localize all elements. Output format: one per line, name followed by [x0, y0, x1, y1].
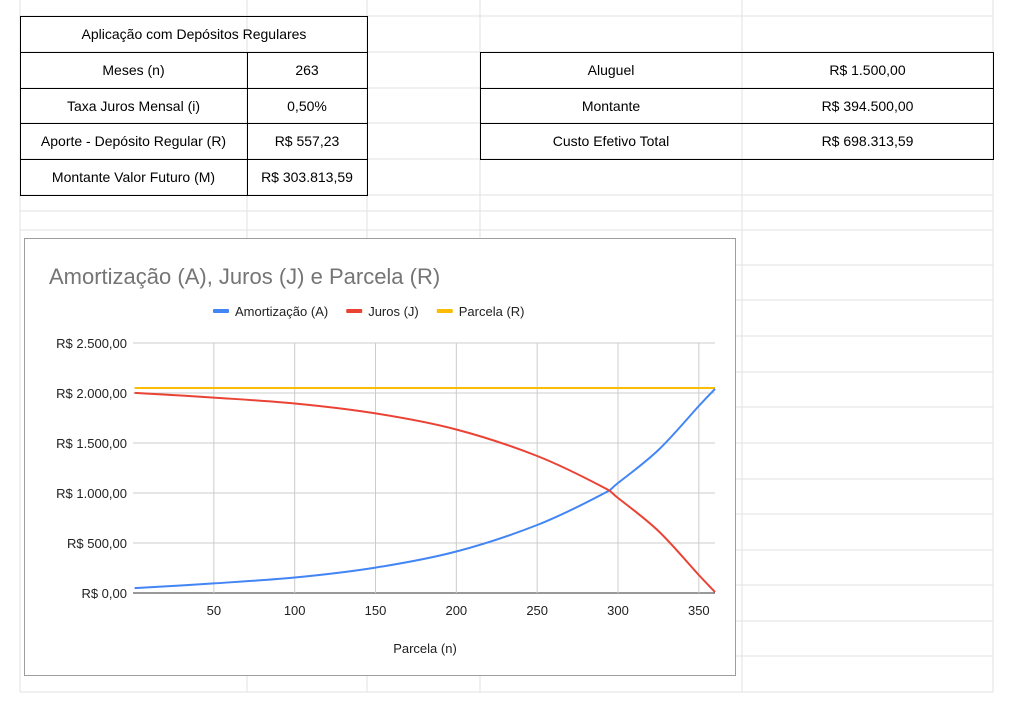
- x-axis-label: Parcela (n): [393, 641, 457, 656]
- legend-label: Juros (J): [368, 304, 419, 319]
- deposit-row-value[interactable]: 0,50%: [287, 97, 327, 114]
- deposit-row-value[interactable]: 263: [295, 62, 319, 78]
- deposit-row-value[interactable]: R$ 303.813,59: [261, 169, 353, 185]
- series-line: [134, 388, 716, 590]
- rent-row-value[interactable]: R$ 698.313,59: [821, 133, 914, 149]
- x-tick-label: 200: [445, 603, 467, 618]
- y-tick-label: R$ 1.500,00: [56, 436, 127, 451]
- legend-label: Amortização (A): [235, 304, 328, 319]
- x-tick-label: 250: [526, 603, 548, 618]
- chart-title: Amortização (A), Juros (J) e Parcela (R): [49, 264, 440, 289]
- x-axis-ticks: 50 100 150 200 250 300 350: [207, 603, 710, 618]
- y-tick-label: R$ 2.000,00: [56, 386, 127, 401]
- rent-row-label[interactable]: Aluguel: [587, 62, 635, 78]
- deposit-row-label[interactable]: Taxa Juros Mensal (i): [66, 97, 201, 114]
- rent-row-label[interactable]: Montante: [581, 97, 641, 114]
- legend-swatch: [346, 309, 363, 313]
- deposit-table-header[interactable]: Aplicação com Depósitos Regulares: [81, 26, 307, 42]
- legend-label: Parcela (R): [459, 304, 525, 319]
- y-tick-label: R$ 0,00: [81, 586, 127, 601]
- y-tick-label: R$ 1.000,00: [56, 486, 127, 501]
- legend-swatch: [213, 309, 229, 313]
- rent-table-border: [480, 52, 994, 160]
- x-tick-label: 350: [688, 603, 710, 618]
- deposit-row-label[interactable]: Montante Valor Futuro (M): [51, 169, 216, 185]
- deposit-row-label[interactable]: Aporte - Depósito Regular (R): [40, 133, 227, 149]
- x-tick-label: 50: [207, 603, 221, 618]
- deposit-row-label[interactable]: Meses (n): [102, 62, 165, 78]
- y-tick-label: R$ 500,00: [67, 536, 127, 551]
- deposit-table-border: [20, 16, 368, 196]
- x-tick-label: 100: [284, 603, 306, 618]
- chart-legend[interactable]: Amortização (A) Juros (J) Parcela (R): [213, 304, 525, 319]
- legend-item[interactable]: Parcela (R): [436, 304, 525, 319]
- rent-row-value[interactable]: R$ 1.500,00: [829, 62, 906, 78]
- embedded-chart[interactable]: Amortização (A), Juros (J) e Parcela (R)…: [24, 238, 736, 676]
- x-tick-label: 150: [365, 603, 387, 618]
- rent-row-label[interactable]: Custo Efetivo Total: [552, 133, 670, 149]
- legend-item[interactable]: Juros (J): [346, 304, 419, 319]
- chart-series-lines: [134, 387, 716, 593]
- legend-swatch: [436, 309, 453, 313]
- series-line: [134, 391, 716, 593]
- chart-canvas: Amortização (A), Juros (J) e Parcela (R)…: [49, 264, 716, 656]
- x-tick-label: 300: [607, 603, 629, 618]
- legend-item[interactable]: Amortização (A): [213, 304, 328, 319]
- deposit-row-value[interactable]: R$ 557,23: [274, 133, 340, 149]
- rent-row-value[interactable]: R$ 394.500,00: [821, 97, 914, 114]
- y-tick-label: R$ 2.500,00: [56, 336, 127, 351]
- y-axis-ticks: R$ 0,00 R$ 500,00 R$ 1.000,00 R$ 1.500,00 R$…: [56, 336, 127, 601]
- chart-gridlines: [133, 342, 715, 594]
